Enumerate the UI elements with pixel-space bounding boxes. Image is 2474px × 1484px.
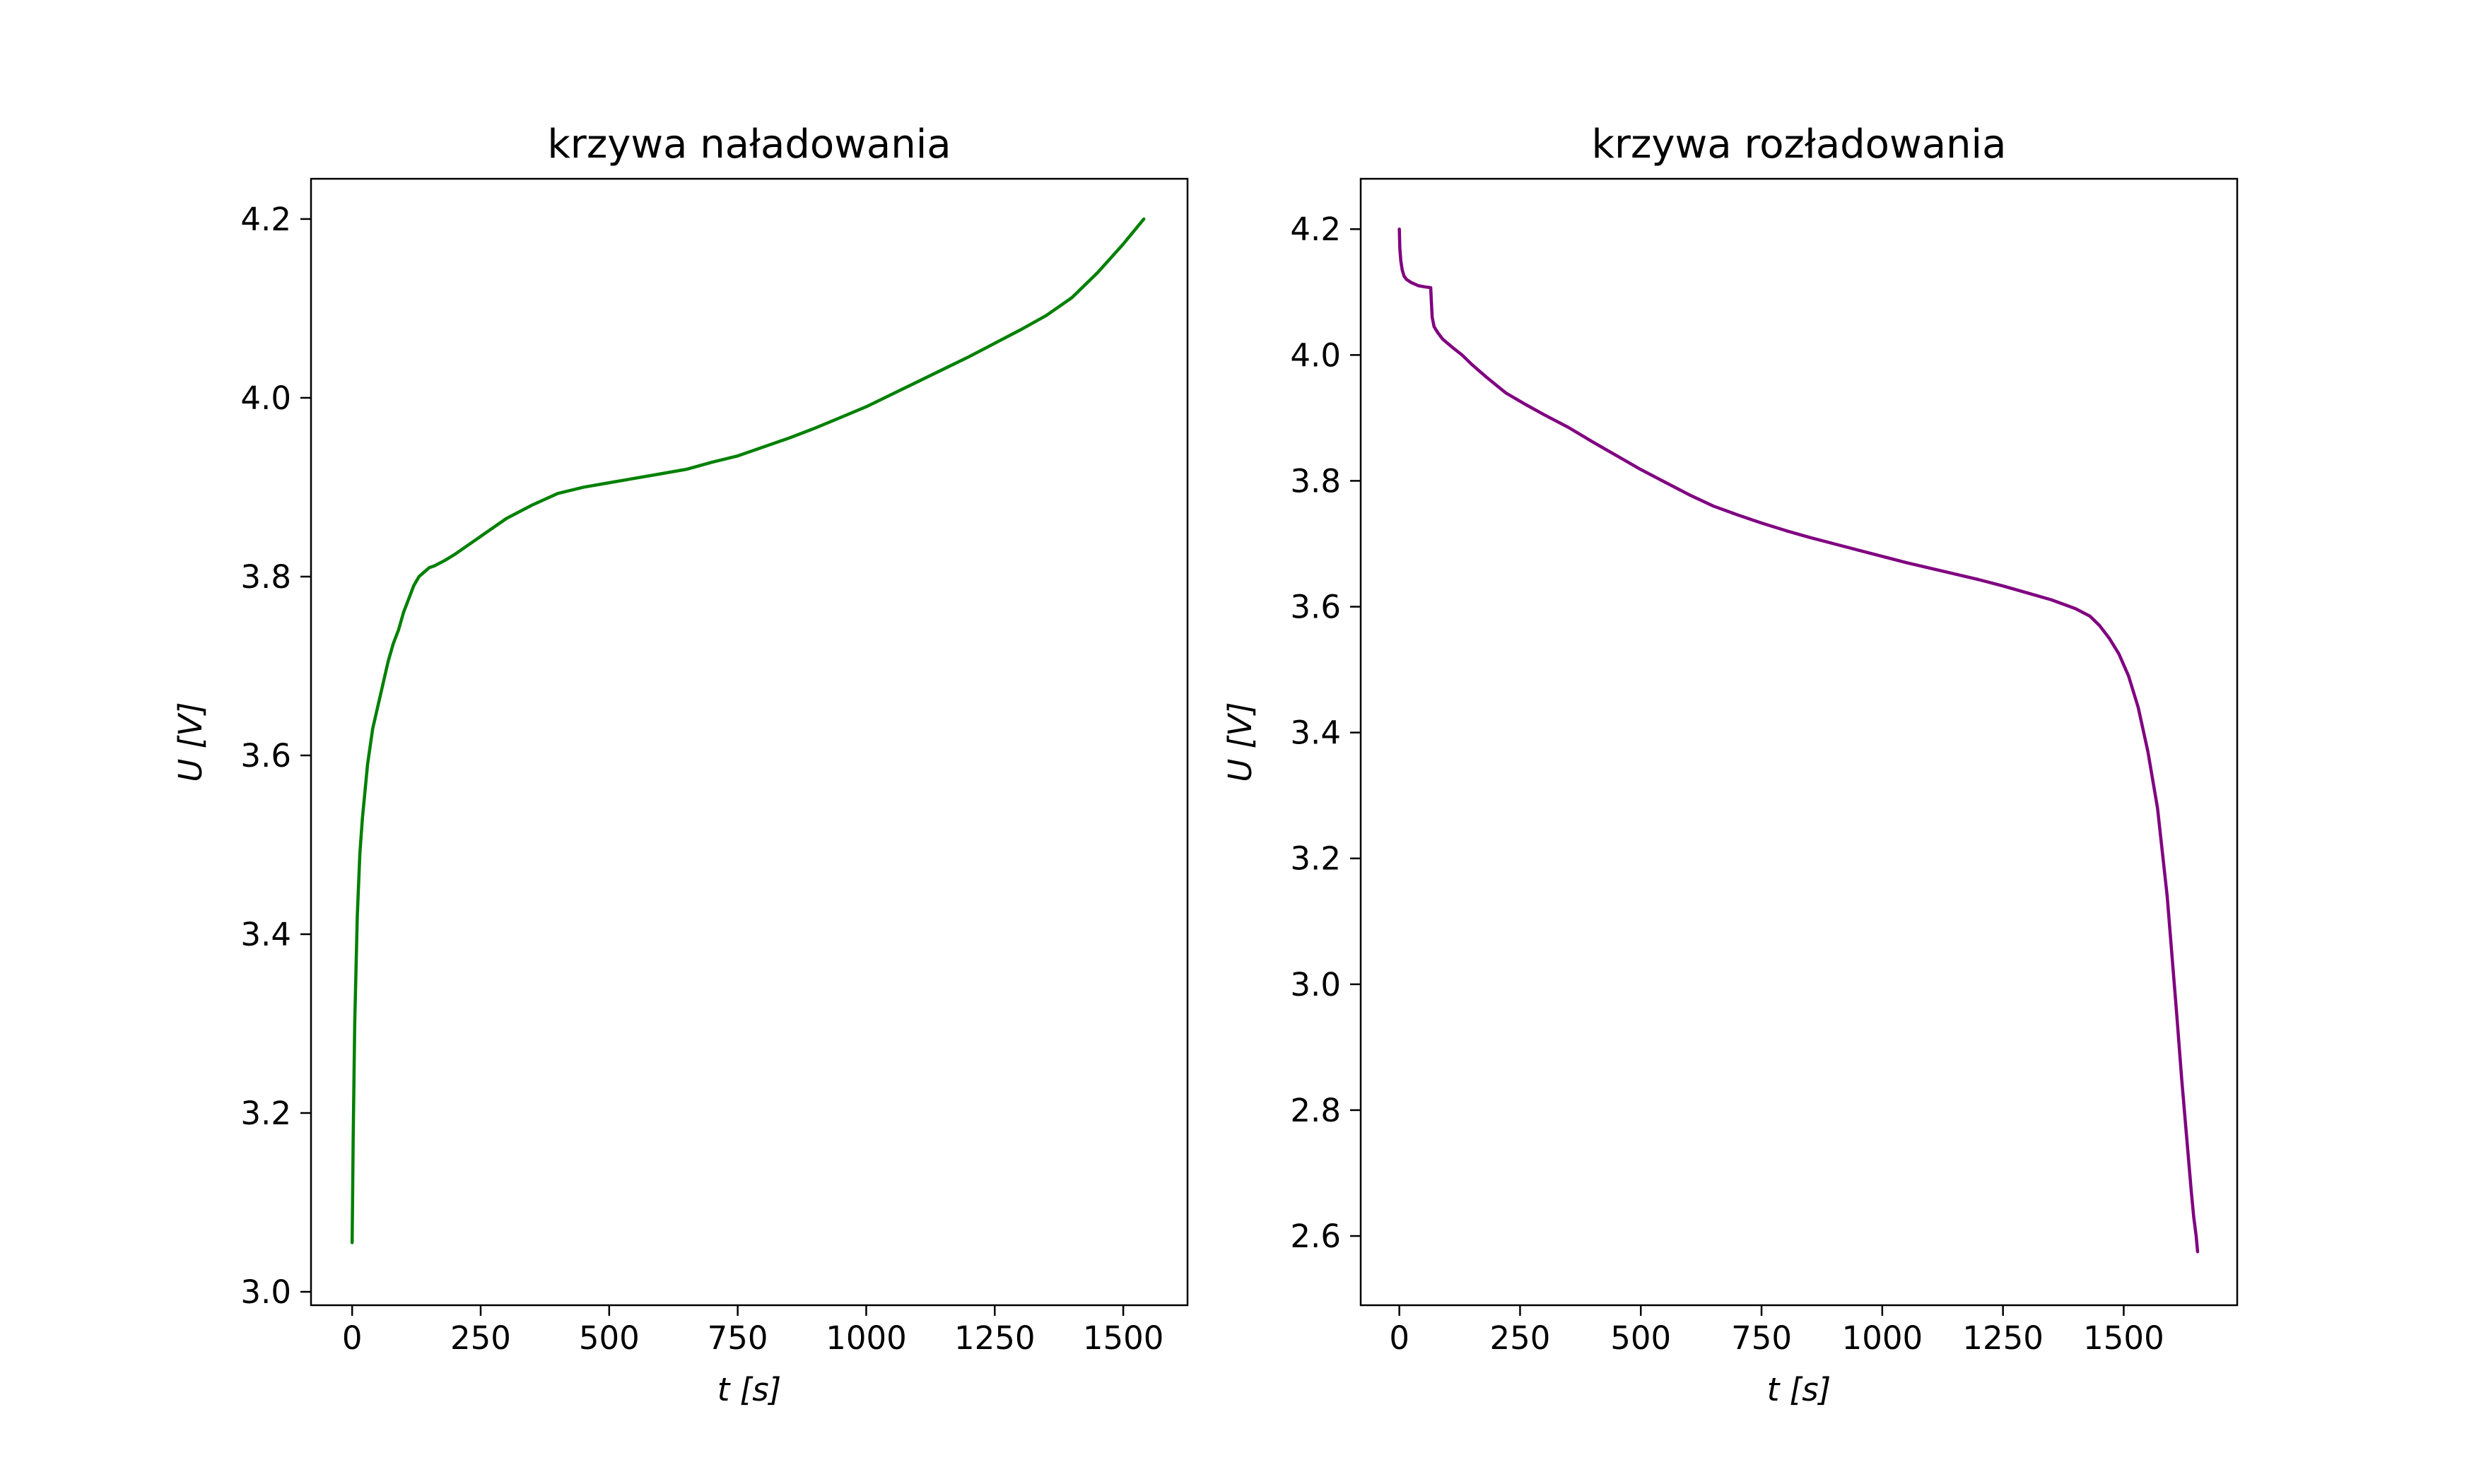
discharge-y-tick-label: 3.4 xyxy=(1290,714,1341,752)
charge-x-tick-label: 1500 xyxy=(1083,1319,1164,1357)
discharge-y-axis-label: U [V] xyxy=(1221,702,1259,782)
discharge-y-tick-label: 3.6 xyxy=(1290,589,1341,626)
charge-y-tick-label: 3.0 xyxy=(240,1273,291,1311)
discharge-x-tick-label: 0 xyxy=(1389,1319,1409,1357)
discharge-x-tick-label: 500 xyxy=(1610,1319,1671,1357)
discharge-curve-panel: 0 250 500 750 1000 1250 1500 2.6 2.8 3.0 3.2 3.4 3.6… xyxy=(1221,122,2239,1408)
discharge-x-tick-label: 1000 xyxy=(1842,1319,1923,1357)
discharge-y-tick-label: 3.8 xyxy=(1290,462,1341,500)
charge-x-tick-label: 750 xyxy=(708,1319,768,1357)
discharge-y-tick-label: 3.2 xyxy=(1290,840,1341,878)
discharge-chart-title: krzywa rozładowania xyxy=(1592,122,2007,167)
discharge-x-tick-label: 1250 xyxy=(1962,1319,2044,1357)
discharge-y-tick-label: 4.2 xyxy=(1290,211,1341,248)
charge-y-axis-label: U [V] xyxy=(172,702,209,782)
charge-x-axis-label: t [s] xyxy=(717,1371,782,1408)
charge-y-tick-label: 4.0 xyxy=(240,379,291,417)
discharge-x-tick-label: 1500 xyxy=(2083,1319,2164,1357)
charge-y-tick-label: 4.2 xyxy=(240,201,291,238)
charge-y-tick-label: 3.8 xyxy=(240,558,291,596)
charge-y-tick-label: 3.2 xyxy=(240,1095,291,1132)
charge-x-tick-label: 1000 xyxy=(826,1319,907,1357)
charge-x-tick-label: 0 xyxy=(342,1319,363,1357)
discharge-x-axis-label: t [s] xyxy=(1767,1371,1831,1408)
discharge-axes-frame xyxy=(1359,177,2239,1307)
charge-y-tick-label: 3.6 xyxy=(240,737,291,775)
discharge-x-tick-label: 750 xyxy=(1731,1319,1792,1357)
charge-x-tick-label: 1250 xyxy=(954,1319,1036,1357)
charge-chart-title: krzywa naładowania xyxy=(547,122,951,167)
charge-x-tick-label: 250 xyxy=(450,1319,511,1357)
charge-curve-panel: 0 250 500 750 1000 1250 1500 3.0 3.2 3.4 3.6 3.8 4.0… xyxy=(172,122,1189,1408)
discharge-y-tick-label: 4.0 xyxy=(1290,336,1341,374)
charge-axes-frame xyxy=(310,177,1189,1307)
discharge-x-tick-label: 250 xyxy=(1490,1319,1551,1357)
charge-series-line xyxy=(350,217,1146,1244)
charge-x-tick-label: 500 xyxy=(579,1319,640,1357)
discharge-y-tick-label: 2.6 xyxy=(1290,1218,1341,1255)
discharge-y-tick-label: 2.8 xyxy=(1290,1092,1341,1129)
charge-y-tick-label: 3.4 xyxy=(240,916,291,953)
discharge-y-tick-label: 3.0 xyxy=(1290,966,1341,1003)
discharge-series-line xyxy=(1397,227,2200,1254)
